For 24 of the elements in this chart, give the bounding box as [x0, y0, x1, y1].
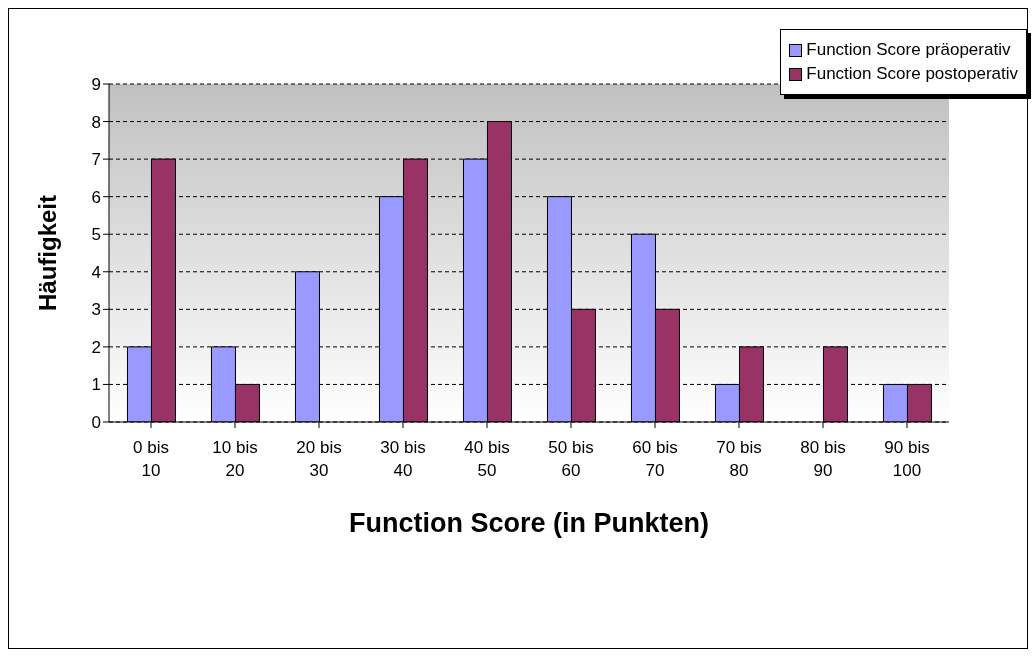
y-tick-label: 1 [91, 375, 101, 395]
legend-label: Function Score präoperativ [805, 40, 1012, 60]
y-tick-label: 3 [91, 300, 101, 320]
y-tick-label: 9 [91, 75, 101, 95]
x-tick-label: 30 bis 40 [380, 438, 426, 481]
y-tick-label: 7 [91, 150, 101, 170]
y-axis-title: Häufigkeit [33, 194, 61, 312]
x-tick-label: 40 bis 50 [464, 438, 510, 481]
x-tick-label: 20 bis 30 [296, 438, 342, 481]
x-tick-label: 60 bis 70 [632, 438, 678, 481]
x-tick-label: 50 bis 60 [548, 438, 594, 481]
x-axis-title: Function Score (in Punkten) [348, 508, 710, 538]
legend-label: Function Score postoperativ [805, 64, 1018, 84]
x-tick-label: 90 bis 100 [884, 438, 930, 481]
y-tick-label: 6 [91, 187, 101, 207]
y-tick-label: 4 [91, 262, 101, 282]
x-tick-label: 70 bis 80 [716, 438, 762, 481]
y-tick-label: 0 [91, 413, 101, 433]
y-tick-label: 2 [91, 337, 101, 357]
y-tick-label: 5 [91, 225, 101, 245]
y-tick-label: 8 [91, 112, 101, 132]
x-tick-label: 0 bis 10 [133, 438, 169, 481]
x-tick-label: 80 bis 90 [800, 438, 846, 481]
x-tick-label: 10 bis 20 [212, 438, 258, 481]
